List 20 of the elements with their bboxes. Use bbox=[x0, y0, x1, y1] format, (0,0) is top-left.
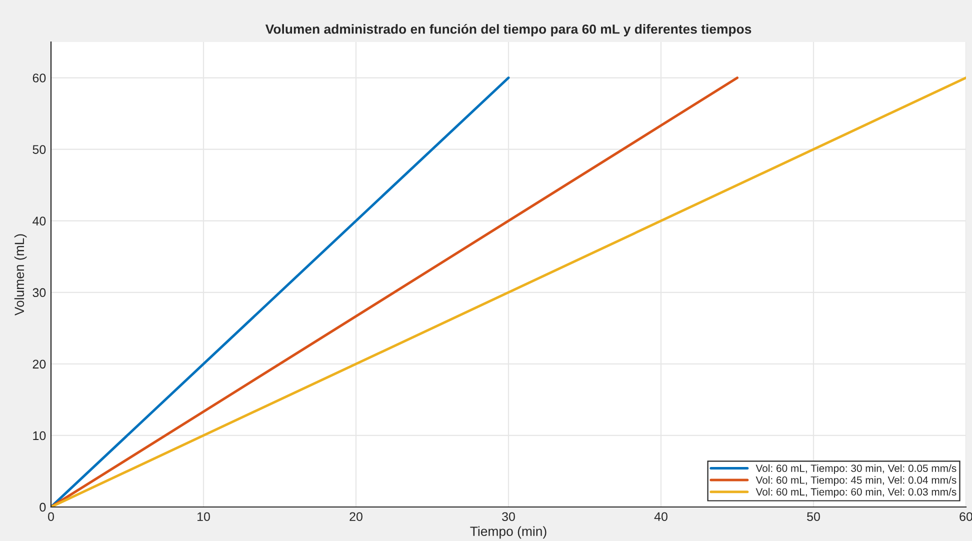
x-tick-label: 50 bbox=[807, 512, 820, 522]
x-tick-label: 20 bbox=[350, 512, 362, 522]
legend-label: Vol: 60 mL, Tiempo: 45 min, Vel: 0.04 mm/s bbox=[756, 476, 956, 486]
x-tick-label: 60 bbox=[960, 512, 972, 522]
x-tick-label: 0 bbox=[48, 512, 54, 522]
y-tick-label: 60 bbox=[32, 74, 46, 82]
y-tick-label: 40 bbox=[32, 216, 46, 226]
x-axis-title: Tiempo (min) bbox=[470, 526, 546, 539]
x-tick-label: 30 bbox=[502, 512, 515, 522]
y-tick-label: 30 bbox=[32, 288, 46, 298]
legend-label: Vol: 60 mL, Tiempo: 30 min, Vel: 0.05 mm/s bbox=[756, 464, 956, 474]
chart-title: Volumen administrado en función del tiempo para 60 mL y diferentes tiempos bbox=[265, 24, 752, 36]
x-tick-label: 10 bbox=[198, 512, 210, 522]
y-tick-label: 20 bbox=[32, 360, 46, 369]
y-tick-label: 50 bbox=[32, 145, 46, 154]
legend-label: Vol: 60 mL, Tiempo: 60 min, Vel: 0.03 mm/s bbox=[756, 488, 956, 498]
y-tick-label: 10 bbox=[33, 431, 46, 440]
y-axis-title: Volumen (mL) bbox=[14, 234, 27, 316]
x-tick-label: 40 bbox=[654, 512, 668, 522]
y-tick-label: 0 bbox=[40, 502, 46, 512]
